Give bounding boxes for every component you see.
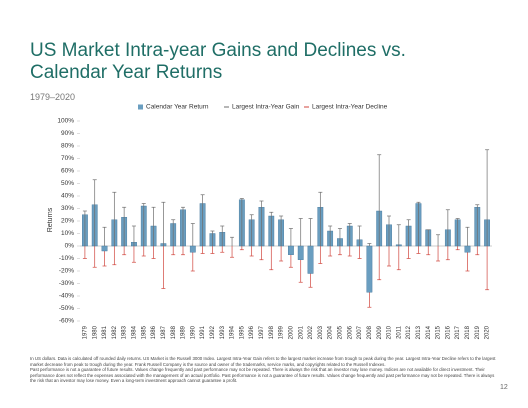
y-tick-label: 60% <box>61 168 74 175</box>
y-tick-label: -60% <box>59 318 74 325</box>
x-tick-label: 1979 <box>82 325 88 339</box>
x-tick-label: 1986 <box>151 325 157 339</box>
y-tick-label: -40% <box>59 293 74 300</box>
x-tick-label: 1987 <box>161 325 167 339</box>
x-tick-label: 2015 <box>436 325 442 339</box>
x-tick-label: 2011 <box>396 325 402 339</box>
y-tick-label: 0% <box>65 243 75 250</box>
x-tick-label: 2000 <box>288 325 294 339</box>
x-tick-label: 1990 <box>190 325 196 339</box>
x-tick-label: 1980 <box>92 325 98 339</box>
y-tick-label: 100% <box>57 118 74 125</box>
y-tick-label: 40% <box>61 193 74 200</box>
x-tick-label: 2008 <box>367 325 373 339</box>
x-tick-label: 2009 <box>377 325 383 339</box>
x-tick-label: 2002 <box>308 325 314 339</box>
x-tick-label: 2003 <box>318 325 324 339</box>
bar <box>189 245 196 253</box>
y-tick-label: -30% <box>59 280 74 287</box>
x-tick-label: 2007 <box>357 325 363 339</box>
x-tick-label: 1996 <box>249 325 255 339</box>
x-tick-label: 2005 <box>338 325 344 339</box>
x-tick-label: 2018 <box>465 325 471 339</box>
x-tick-label: 2013 <box>416 325 422 339</box>
x-tick-label: 2006 <box>347 325 353 339</box>
bar <box>297 245 304 260</box>
legend-label: Largest Intra-Year Gain <box>232 104 300 111</box>
x-tick-label: 2001 <box>298 325 304 339</box>
x-tick-label: 1989 <box>181 325 187 339</box>
legend-swatch <box>138 104 143 110</box>
y-tick-label: -10% <box>59 255 74 262</box>
x-tick-label: 1997 <box>259 325 265 339</box>
x-tick-label: 1985 <box>141 325 147 339</box>
x-tick-label: 2019 <box>475 325 481 339</box>
x-tick-label: 2010 <box>387 325 393 339</box>
y-tick-label: 10% <box>61 230 74 237</box>
y-tick-label: 80% <box>61 143 74 150</box>
x-tick-label: 1983 <box>122 325 128 339</box>
page-number: 12 <box>500 384 508 391</box>
x-tick-label: 2016 <box>445 325 451 339</box>
footnotes: In US dollars. Data is calculated off ro… <box>30 356 500 384</box>
chart-title: US Market Intra-year Gains and Declines … <box>30 40 406 83</box>
y-tick-label: 30% <box>61 205 74 212</box>
x-tick-label: 1988 <box>171 325 177 339</box>
x-tick-label: 2017 <box>455 325 461 339</box>
bar <box>101 245 108 252</box>
x-tick-label: 2020 <box>485 325 491 339</box>
x-tick-label: 1995 <box>239 325 245 339</box>
y-tick-label: 20% <box>61 218 74 225</box>
footnote: In US dollars. Data is calculated off ro… <box>30 356 496 367</box>
x-tick-label: 1984 <box>132 325 138 339</box>
x-tick-label: 1981 <box>102 325 108 339</box>
y-tick-label: 50% <box>61 180 74 187</box>
bar <box>366 245 373 293</box>
x-tick-label: 1991 <box>200 325 206 339</box>
x-tick-label: 1998 <box>269 325 275 339</box>
y-axis-label: Returns <box>47 207 54 232</box>
bar <box>288 245 294 255</box>
y-tick-label: 70% <box>61 155 74 162</box>
y-tick-label: -50% <box>59 305 74 312</box>
y-tick-label: 90% <box>61 130 74 137</box>
x-tick-label: 2004 <box>328 325 334 339</box>
x-tick-label: 1992 <box>210 325 216 339</box>
x-tick-label: 2012 <box>406 325 412 339</box>
bar <box>464 245 471 253</box>
x-tick-label: 1994 <box>230 325 236 339</box>
legend-label: Calendar Year Return <box>146 104 209 111</box>
x-tick-label: 1982 <box>112 325 118 339</box>
x-tick-label: 1993 <box>220 325 226 339</box>
legend-label: Largest Intra-Year Decline <box>312 104 388 111</box>
x-tick-label: 1999 <box>279 325 285 339</box>
y-tick-label: -20% <box>59 268 74 275</box>
bar <box>307 245 314 274</box>
footnote: Past performance is not a guarantee of f… <box>30 367 495 384</box>
x-tick-label: 2014 <box>426 325 432 339</box>
chart-subtitle: 1979–2020 <box>30 92 76 102</box>
